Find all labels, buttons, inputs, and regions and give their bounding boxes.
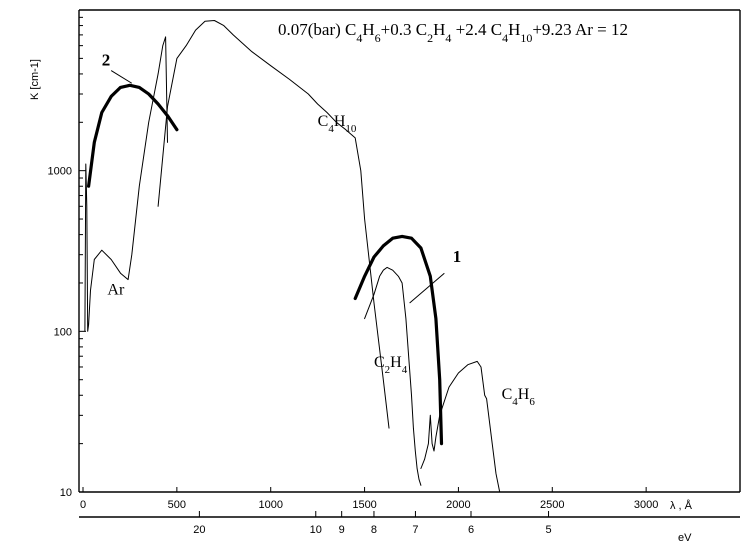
x-tick-label: 3000: [634, 499, 658, 511]
curve-2-leader: [110, 70, 133, 84]
ev-tick-label: 7: [412, 524, 418, 536]
ev-tick-label: 8: [371, 524, 377, 536]
x-tick-label: 1000: [258, 499, 282, 511]
tick-labels: 0 500 1000 1500 2000 2500 3000 10 100 1000 20 10 9 8 7…: [48, 166, 659, 536]
y-tick-label: 1000: [48, 166, 72, 178]
x-tick-label: 500: [168, 499, 186, 511]
curve-label-2: 2: [102, 51, 111, 70]
series-line-c4h10: [157, 20, 390, 429]
series-line-1: [353, 234, 444, 446]
series-line-c4h6: [420, 360, 501, 493]
y-tick-label: 100: [54, 326, 72, 338]
label-c4h6: C4H6: [502, 386, 536, 408]
x-tick-label: 1500: [352, 499, 376, 511]
curve-label-1: 1: [453, 247, 462, 266]
chart-title: 0.07(bar) C4H6+0.3 C2H4 +2.4 C4H10+9.23 …: [278, 20, 628, 45]
tick-marks: [79, 16, 647, 517]
y-axis-label: K [cm-1]: [29, 59, 41, 100]
ev-tick-label: 10: [310, 524, 322, 536]
series-line-c2h4: [364, 266, 422, 486]
ev-axis-label: eV: [678, 532, 692, 544]
label-c2h4: C2H4: [374, 354, 408, 376]
ev-tick-label: 6: [468, 524, 474, 536]
label-c4h10: C4H10: [318, 113, 357, 135]
ev-tick-label: 9: [339, 524, 345, 536]
ev-tick-label: 20: [193, 524, 205, 536]
x-tick-label: 2000: [446, 499, 470, 511]
x-axis-label: λ , Å: [670, 499, 693, 512]
series-group: [84, 20, 501, 493]
x-tick-label: 0: [80, 499, 86, 511]
x-tick-label: 2500: [540, 499, 564, 511]
annotations: C4H10 C2H4 C4H6 Ar 1 2: [102, 51, 536, 408]
series-line-ar: [84, 36, 168, 332]
ev-tick-label: 5: [545, 524, 551, 536]
series-line-2: [86, 83, 179, 188]
label-ar: Ar: [107, 281, 125, 298]
y-tick-label: 10: [60, 487, 72, 499]
curve-1-leader: [409, 272, 445, 304]
